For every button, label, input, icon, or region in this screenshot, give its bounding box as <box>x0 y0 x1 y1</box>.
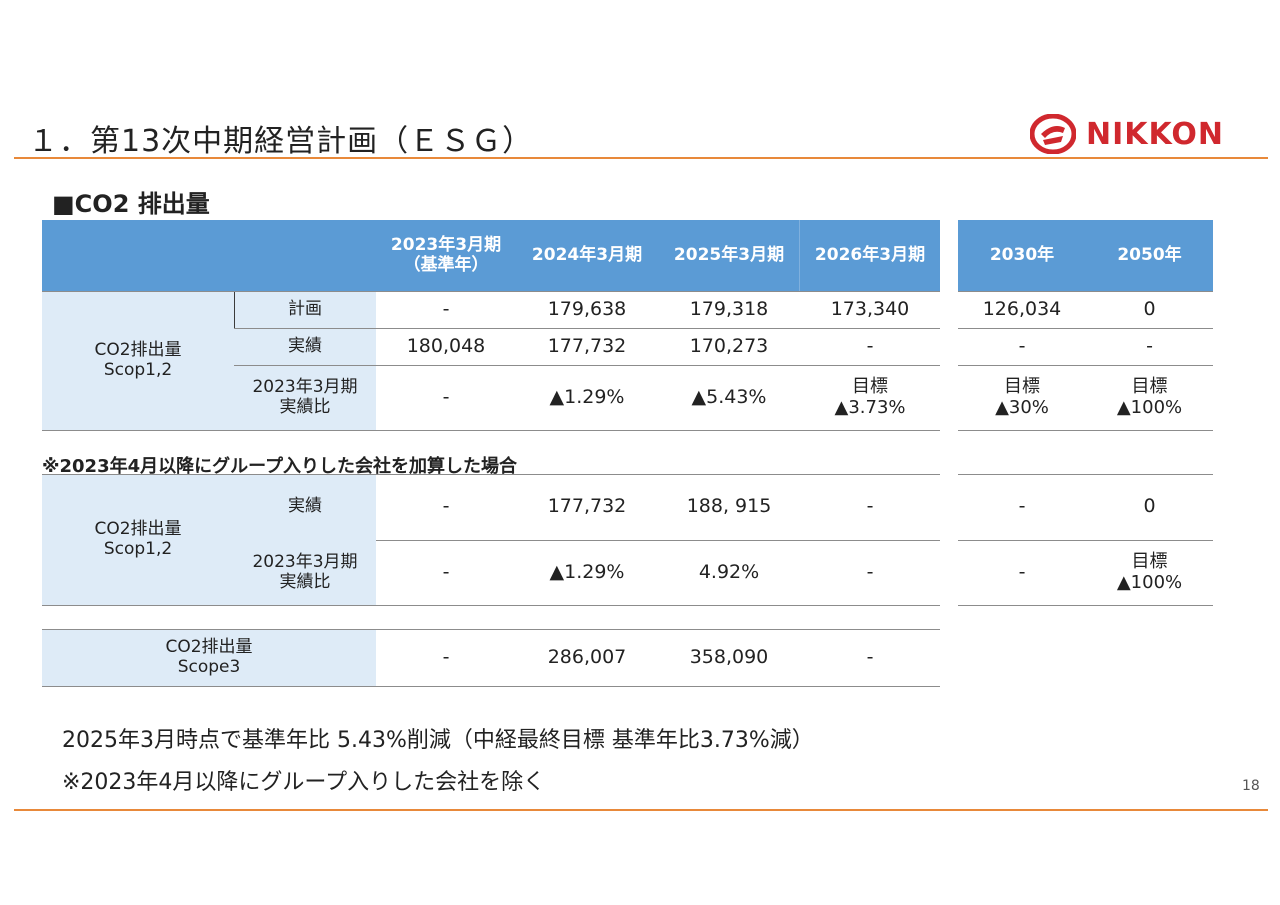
grid-line <box>958 474 1213 475</box>
grid-line <box>958 540 1213 541</box>
row-label-ratio-2: 2023年3月期 実績比 <box>234 541 376 605</box>
group2-label-bg <box>42 475 376 605</box>
col-header-2023: 2023年3月期 （基準年） <box>376 220 516 292</box>
table-cell: - <box>442 646 450 669</box>
target-label: 目標 <box>1131 376 1168 398</box>
table-cell: 188, 915 <box>686 495 772 518</box>
table-cell: 177,732 <box>547 335 627 358</box>
grid-line <box>42 686 940 687</box>
table-cell: 179,318 <box>689 298 769 321</box>
row-label-actual: 実績 <box>234 329 376 365</box>
col-header-2050: 2050年 <box>1086 220 1213 292</box>
footer-divider <box>14 809 1268 811</box>
col-header-2024: 2024年3月期 <box>516 220 658 292</box>
group3-label: CO2排出量 Scope3 <box>42 630 376 686</box>
logo-text: NIKKON <box>1086 116 1225 152</box>
target-2030-cell: 目標 ▲30% <box>958 366 1086 430</box>
row-label-ratio: 2023年3月期 実績比 <box>234 366 376 430</box>
nikkon-logo-icon <box>1030 114 1076 154</box>
table-cell: 177,732 <box>547 495 627 518</box>
target-label: 目標 <box>1004 376 1040 398</box>
group2-label: CO2排出量 Scop1,2 <box>42 475 234 605</box>
target-2026-cell: 目標 ▲3.73% <box>800 366 940 430</box>
table-cell: - <box>442 386 450 409</box>
target-2050-cell-2: 目標 ▲100% <box>1086 541 1213 605</box>
header-divider <box>14 157 1268 159</box>
table-cell: 180,048 <box>406 335 486 358</box>
page-number: 18 <box>1242 778 1260 794</box>
row-label-ratio-line2: 実績比 <box>279 572 331 592</box>
table-cell: - <box>1018 495 1026 518</box>
table-cell: - <box>442 561 450 584</box>
table-cell: - <box>1146 335 1153 358</box>
row-label-divider <box>234 292 235 328</box>
target-value: ▲30% <box>995 397 1049 418</box>
grid-line <box>958 605 1213 606</box>
target-label: 目標 <box>1131 551 1168 573</box>
target-2050-cell: 目標 ▲100% <box>1086 366 1213 430</box>
table-cell: - <box>866 495 874 518</box>
note-group-addition: ※2023年4月以降にグループ入りした会社を加算した場合 <box>42 456 518 477</box>
target-value: ▲100% <box>1116 572 1183 593</box>
group2-label-line1: CO2排出量 <box>94 519 182 540</box>
table-cell: ▲1.29% <box>549 561 625 584</box>
target-value: ▲3.73% <box>834 397 906 418</box>
grid-line <box>42 605 940 606</box>
row-label-ratio-line2: 実績比 <box>279 397 331 417</box>
group3-label-line2: Scope3 <box>177 657 241 677</box>
grid-line <box>234 365 940 366</box>
col-header-2026: 2026年3月期 <box>800 220 940 292</box>
grid-line <box>42 430 940 431</box>
grid-line <box>42 474 940 475</box>
grid-line <box>234 328 940 329</box>
header-divider-line <box>799 220 800 292</box>
section-title: ■CO2 排出量 <box>52 190 210 218</box>
target-label: 目標 <box>852 376 888 398</box>
table-cell: 0 <box>1143 495 1156 518</box>
table-cell: 179,638 <box>547 298 627 321</box>
grid-line <box>376 540 940 541</box>
page-title: １．第13次中期経営計画（ＥＳＧ） <box>28 124 534 159</box>
grid-line <box>958 365 1213 366</box>
table-cell: ▲5.43% <box>691 386 767 409</box>
footer-note: ※2023年4月以降にグループ入りした会社を除く <box>62 770 546 795</box>
nikkon-logo: NIKKON <box>1030 112 1224 156</box>
col-header-2023-line1: 2023年3月期 <box>390 235 502 256</box>
table-cell: 173,340 <box>830 298 910 321</box>
grid-line <box>958 430 1213 431</box>
group3-label-line1: CO2排出量 <box>165 637 253 658</box>
group1-label-line1: CO2排出量 <box>94 340 182 361</box>
col-header-2030: 2030年 <box>958 220 1086 292</box>
grid-line <box>42 291 940 292</box>
table-cell: - <box>442 495 450 518</box>
table-cell: 358,090 <box>689 646 769 669</box>
table-cell: - <box>866 561 874 584</box>
footer-summary: 2025年3月時点で基準年比 5.43%削減（中経最終目標 基準年比3.73%減… <box>62 728 814 753</box>
row-label-ratio-line1: 2023年3月期 <box>252 552 358 573</box>
group2-label-line2: Scop1,2 <box>103 539 173 559</box>
table-cell: 0 <box>1143 298 1156 321</box>
table-cell: - <box>1018 335 1026 358</box>
row-label-actual-2: 実績 <box>288 496 322 517</box>
grid-line <box>42 629 940 630</box>
col-header-2023-line2: （基準年） <box>403 255 489 275</box>
grid-line <box>958 291 1213 292</box>
table-cell: 126,034 <box>982 298 1062 321</box>
table-cell: - <box>442 298 450 321</box>
table-cell: 170,273 <box>689 335 769 358</box>
grid-line <box>958 328 1213 329</box>
row-label-ratio-line1: 2023年3月期 <box>252 377 358 398</box>
table-cell: 286,007 <box>547 646 627 669</box>
table-cell: ▲1.29% <box>549 386 625 409</box>
col-header-2025: 2025年3月期 <box>658 220 800 292</box>
target-value: ▲100% <box>1116 397 1183 418</box>
group1-label: CO2排出量 Scop1,2 <box>42 292 234 430</box>
table-cell: - <box>1018 561 1026 584</box>
table-cell: 4.92% <box>698 561 760 584</box>
table-cell: - <box>866 335 874 358</box>
group1-label-line2: Scop1,2 <box>103 360 173 380</box>
table-cell: - <box>866 646 874 669</box>
row-label-plan: 計画 <box>234 292 376 328</box>
